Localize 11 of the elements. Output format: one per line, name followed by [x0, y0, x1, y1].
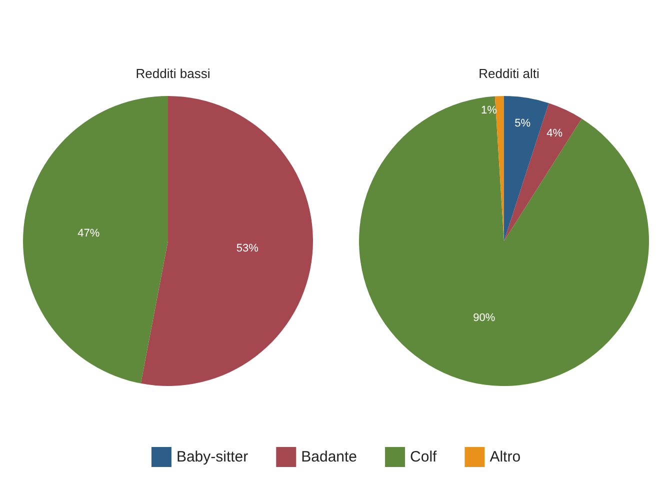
- data-label: 47%: [78, 227, 100, 240]
- slice-label: Redditi alti: [478, 66, 540, 81]
- data-label: 90%: [473, 312, 496, 324]
- data-label: 53%: [236, 242, 259, 255]
- slice-label: Redditi bassi: [136, 66, 210, 81]
- legend-label: Badante: [301, 448, 358, 466]
- data-label: 4%: [546, 127, 563, 140]
- data-label: 5%: [514, 118, 531, 130]
- legend-label: Baby-sitter: [176, 448, 248, 466]
- legend-label: Altro: [490, 448, 521, 466]
- legend-label: Colf: [410, 448, 438, 466]
